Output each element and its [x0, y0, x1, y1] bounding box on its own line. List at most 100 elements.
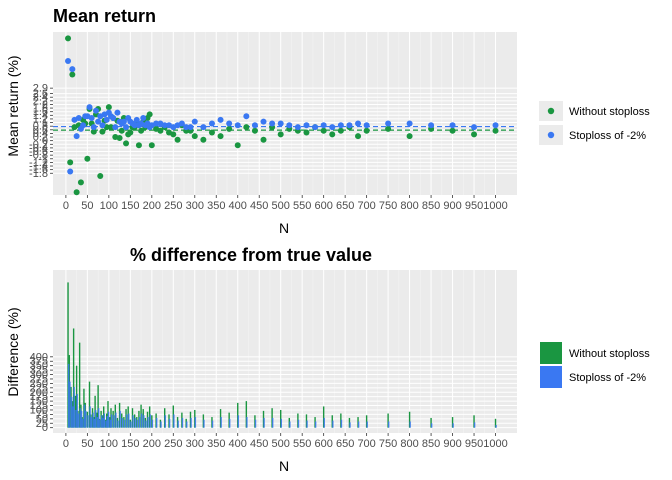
point-without [337, 127, 344, 134]
point-without [65, 35, 72, 42]
p1-y-tick-label: 1.2 [33, 113, 48, 125]
bar-with [323, 417, 325, 428]
point-with [428, 122, 435, 129]
p2-y-tick-label: 200 [30, 387, 48, 399]
bar-with [75, 409, 77, 428]
point-with [243, 113, 250, 120]
point-with [346, 122, 353, 129]
p1-x-tick-label: 50 [81, 200, 93, 212]
p1-y-tick-label: -1.2 [29, 157, 48, 169]
point-without [67, 159, 74, 166]
point-without [385, 125, 392, 132]
bar-without [245, 401, 248, 428]
mean-return-y-axis-title: Mean return (%) [5, 55, 21, 156]
p1-y-tick-label: -1.8 [29, 168, 48, 180]
p1-y-tick-label: 1.6 [33, 106, 48, 118]
point-with [133, 116, 140, 123]
point-with [65, 57, 72, 64]
bar-with [136, 419, 139, 428]
mean-return-legend: Without stoploss Stoploss of -2% [539, 101, 650, 145]
bar-with [246, 417, 248, 428]
p2-y-tick-label: 50 [36, 413, 48, 425]
point-with [73, 133, 80, 140]
p1-y-tick-label: 2.4 [33, 92, 48, 104]
point-with [120, 118, 127, 125]
bar-with [473, 422, 476, 428]
bar-with [95, 409, 97, 428]
point-without [320, 127, 327, 134]
point-without [471, 131, 478, 138]
bar-with [190, 417, 192, 428]
p2-x-tick-label: 750 [379, 438, 397, 450]
point-without [135, 142, 142, 149]
p2-x-tick-label: 150 [121, 438, 139, 450]
point-with [226, 120, 233, 127]
point-with [153, 120, 160, 127]
p2-y-tick-label: 100 [30, 404, 48, 416]
legend-label-with: Stoploss of -2% [569, 130, 646, 142]
bar-without [88, 381, 91, 428]
difference-y-axis-title: Difference (%) [5, 307, 21, 396]
bar-with [67, 363, 70, 428]
point-without [449, 127, 456, 134]
p2-x-tick-label: 50 [81, 438, 93, 450]
point-with [103, 116, 110, 123]
bar-with [138, 417, 141, 428]
bar-with [452, 423, 454, 428]
point-without [243, 124, 250, 131]
bar-with [134, 417, 136, 428]
mean-return-title: Mean return [53, 6, 156, 26]
p2-x-tick-label: 450 [250, 438, 268, 450]
point-with [303, 122, 310, 129]
p2-y-tick-label: 275 [30, 373, 48, 385]
p2-y-tick-label: 225 [30, 382, 48, 394]
point-with [99, 122, 106, 129]
bar-with [229, 418, 231, 428]
p1-x-tick-label: 150 [121, 200, 139, 212]
point-without [84, 155, 91, 162]
p1-y-tick-label: -0.2 [29, 139, 48, 151]
point-without [191, 133, 198, 140]
bar-with [314, 421, 317, 428]
bar-with [156, 417, 158, 428]
p2-x-tick-label: 300 [186, 438, 204, 450]
bar-with [263, 417, 265, 428]
p2-x-tick-label: 800 [400, 438, 418, 450]
bar-with [85, 410, 87, 428]
bar-with [181, 417, 184, 428]
p1-y-tick-label: -0.6 [29, 146, 48, 158]
p2-y-tick-label: 300 [30, 369, 48, 381]
point-with [471, 124, 478, 131]
p2-x-tick-label: 700 [357, 438, 375, 450]
bar-with [430, 423, 433, 428]
bar-with [98, 408, 100, 428]
point-with [406, 120, 413, 127]
bar-with [89, 406, 91, 428]
bar-with [105, 420, 107, 428]
p2-x-tick-label: 200 [143, 438, 161, 450]
point-with [329, 124, 336, 131]
p1-y-tick-label: -1 [38, 153, 48, 165]
point-without [73, 189, 80, 196]
bar-with [254, 419, 257, 428]
point-with [95, 118, 102, 125]
bar-without [72, 328, 75, 428]
point-without [303, 129, 310, 136]
bar-without [451, 417, 454, 428]
bar-with [388, 421, 390, 428]
p2-x-tick-label: 1000 [483, 438, 507, 450]
bar-with [113, 415, 115, 428]
point-with [260, 118, 267, 125]
p2-y-tick-label: 400 [30, 351, 48, 363]
bar-without [473, 415, 475, 428]
p1-y-tick-label: 2.6 [33, 88, 48, 100]
difference-x-axis-title: N [279, 458, 289, 474]
point-with [112, 124, 119, 131]
mean-return-panel: 0 50 100 150 200 250 300 350 400 450 500 550 600 650 7… [29, 32, 517, 212]
bar-without [494, 418, 497, 428]
bar-with [147, 417, 149, 428]
bar-with [332, 420, 334, 428]
p1-x-tick-label: 900 [443, 200, 461, 212]
bar-with [72, 406, 74, 428]
difference-panel: 0 50 100 150 200 250 300 350 400 450 500 550 600 650 7… [30, 270, 517, 450]
